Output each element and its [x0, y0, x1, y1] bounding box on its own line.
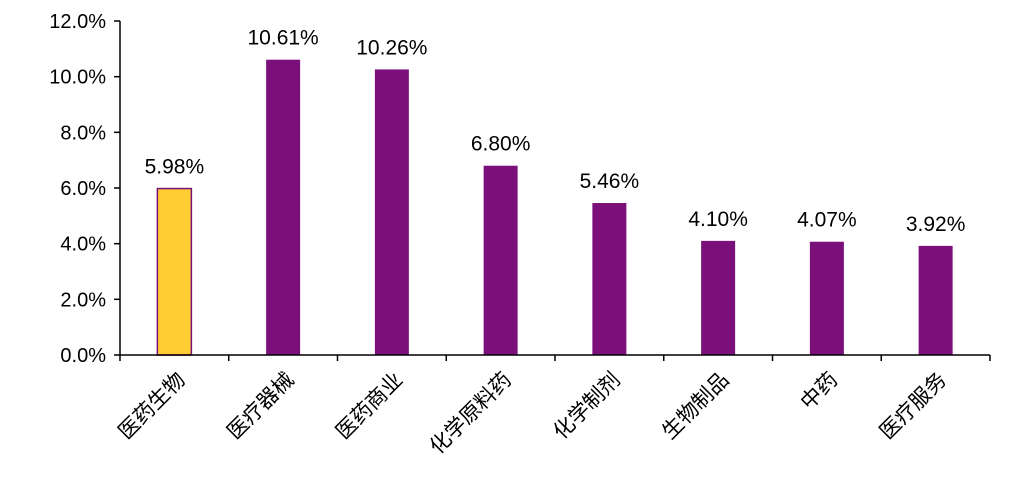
bar [374, 69, 409, 356]
bar [701, 240, 736, 355]
x-axis-ticks [119, 355, 991, 361]
y-tick-label: 8.0% [60, 122, 106, 144]
data-label: 6.80% [471, 133, 531, 156]
data-label: 3.92% [906, 213, 966, 236]
data-label: 4.10% [688, 208, 748, 231]
category-labels: 医药生物 医疗器械 医药商业 化学原料药 化学制剂 生物制品 中药 医疗服务 [114, 368, 952, 459]
bar [918, 245, 953, 355]
data-label: 5.46% [580, 170, 640, 193]
bar [809, 241, 844, 355]
bars [156, 59, 953, 356]
data-labels: 5.98% 10.61% 10.26% 6.80% 5.46% 4.10% 4.07% 3.9… [145, 27, 966, 236]
category-label: 医药商业 [331, 368, 407, 444]
bar [592, 203, 627, 355]
y-tick-label: 4.0% [60, 234, 106, 256]
y-tick-label: 6.0% [60, 178, 106, 200]
y-tick-label: 12.0% [49, 11, 106, 33]
category-label: 化学制剂 [549, 368, 625, 444]
category-label: 中药 [796, 368, 843, 415]
data-label: 5.98% [145, 156, 205, 179]
category-label: 化学原料药 [425, 368, 516, 459]
y-tick-label: 0.0% [60, 345, 106, 367]
data-label: 10.61% [248, 27, 319, 50]
category-label: 医疗器械 [222, 368, 298, 444]
y-tick-label: 2.0% [60, 289, 106, 311]
bar [266, 59, 301, 356]
category-label: 医疗服务 [875, 368, 951, 444]
category-label: 生物制品 [657, 368, 733, 444]
data-label: 10.26% [356, 36, 427, 59]
data-label: 4.07% [797, 209, 857, 232]
bar [156, 187, 193, 356]
bar [483, 165, 518, 355]
category-label: 医药生物 [114, 368, 190, 444]
y-tick-label: 10.0% [49, 67, 106, 89]
y-axis-ticks: 0.0% 2.0% 4.0% 6.0% 8.0% 10.0% 12.0% [49, 11, 120, 367]
